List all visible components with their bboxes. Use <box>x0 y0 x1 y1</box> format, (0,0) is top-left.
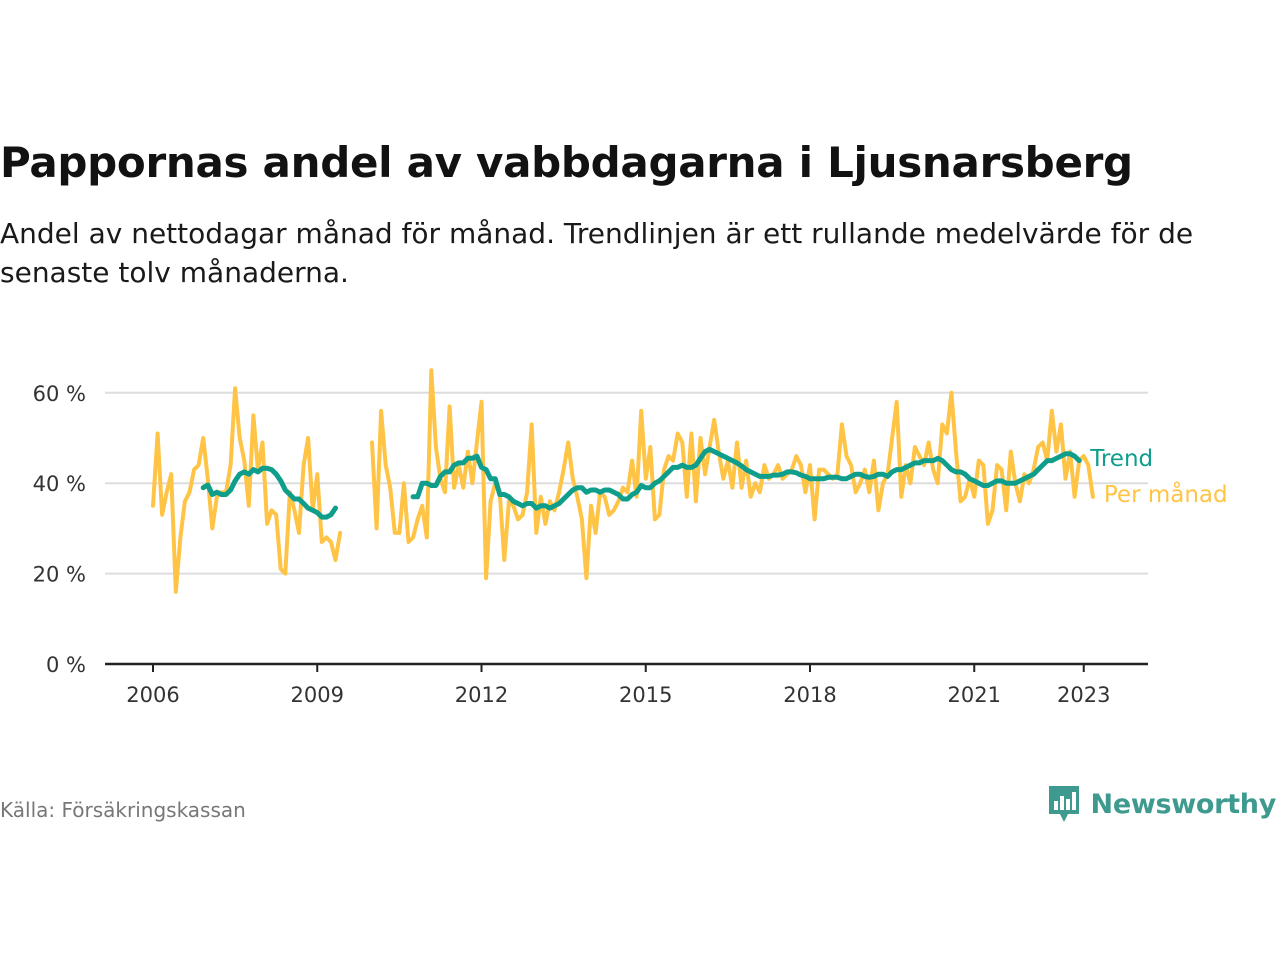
y-tick-label: 20 % <box>33 563 86 587</box>
x-tick-label: 2006 <box>126 683 179 707</box>
series-line-trend <box>200 446 1082 520</box>
x-tick-label: 2021 <box>948 683 1001 707</box>
x-tick-label: 2009 <box>291 683 344 707</box>
series-labels: Per månad Trend <box>1089 446 1227 508</box>
brand-logo[interactable]: Newsworthy <box>1047 784 1276 824</box>
series-label-trend: Trend <box>1089 446 1153 472</box>
x-tick-label: 2015 <box>619 683 672 707</box>
y-axis-ticks: 0 % 20 % 40 % 60 % <box>33 382 86 677</box>
chart-subtitle: Andel av nettodagar månad för månad. Tre… <box>0 217 1194 289</box>
series-lines <box>151 368 1095 594</box>
series-label-monthly: Per månad <box>1104 480 1228 508</box>
y-tick-label: 0 % <box>46 653 86 677</box>
x-tick-label: 2023 <box>1057 683 1110 707</box>
y-tick-label: 60 % <box>33 382 86 406</box>
line-chart: 0 % 20 % 40 % 60 % 2006 2009 2012 2015 2018 2021… <box>33 368 1228 707</box>
brand-name: Newsworthy <box>1090 788 1277 820</box>
chart-title: Pappornas andel av vabbdagarna i Ljusnar… <box>0 138 1133 187</box>
series-line-monthly <box>151 368 1095 594</box>
source-note: Källa: Försäkringskassan <box>0 798 246 822</box>
y-tick-label: 40 % <box>33 472 86 496</box>
bar-chart-speech-bubble-icon <box>1048 786 1079 822</box>
x-tick-label: 2018 <box>783 683 836 707</box>
x-tick-label: 2012 <box>455 683 508 707</box>
x-axis: 2006 2009 2012 2015 2018 2021 2023 <box>105 662 1148 707</box>
